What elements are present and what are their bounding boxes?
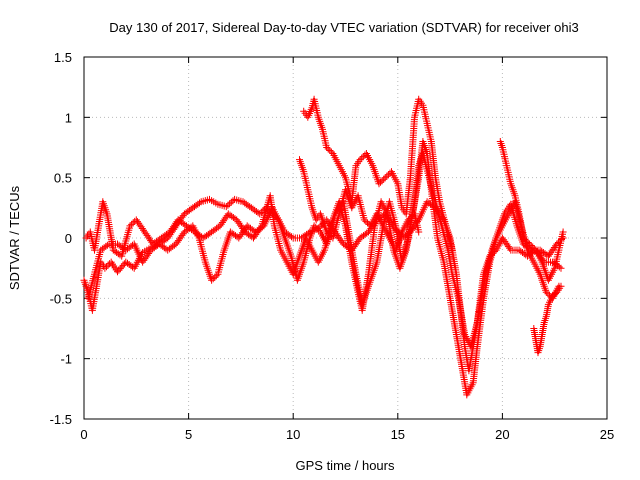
y-tick-label: 1 xyxy=(65,110,72,125)
y-tick-label: 1.5 xyxy=(54,50,72,65)
data-point xyxy=(355,236,363,244)
data-point xyxy=(527,242,535,249)
data-point xyxy=(384,171,392,179)
data-point xyxy=(326,231,334,239)
data-point xyxy=(377,178,384,186)
data-point xyxy=(362,217,370,225)
data-point xyxy=(146,248,154,256)
data-point xyxy=(519,234,527,242)
data-point xyxy=(380,175,388,183)
data-point xyxy=(521,236,529,243)
data-point xyxy=(326,147,334,154)
data-point xyxy=(544,290,552,298)
data-point xyxy=(103,241,111,249)
data-point xyxy=(324,230,332,237)
data-point xyxy=(359,153,367,161)
data-point xyxy=(404,216,412,224)
data-point xyxy=(227,198,235,206)
data-point xyxy=(164,229,172,237)
y-tick-label: -0.5 xyxy=(50,291,72,306)
data-point xyxy=(523,237,530,245)
data-point xyxy=(557,264,565,272)
data-point xyxy=(415,228,423,236)
data-point xyxy=(448,246,456,254)
data-point xyxy=(486,252,494,260)
x-tick-label: 25 xyxy=(600,427,614,442)
data-point xyxy=(222,203,230,211)
data-point xyxy=(288,233,295,241)
data-point xyxy=(231,215,239,223)
data-point xyxy=(224,201,232,209)
data-point xyxy=(358,154,366,162)
data-point xyxy=(542,288,550,296)
x-axis-label: GPS time / hours xyxy=(296,458,395,473)
data-point xyxy=(360,216,368,224)
data-point xyxy=(526,240,534,248)
data-point xyxy=(128,220,136,228)
x-tick-label: 20 xyxy=(495,427,509,442)
data-point xyxy=(338,238,346,246)
data-point xyxy=(324,145,332,153)
x-tick-label: 0 xyxy=(80,427,87,442)
x-tick-label: 10 xyxy=(286,427,300,442)
data-point xyxy=(363,229,371,237)
data-points xyxy=(80,95,567,399)
tick-labels: 0 5 10 15 20 25 1.5 1 0.5 0 -0.5 -1 -1.5 xyxy=(50,50,615,442)
data-point xyxy=(555,263,563,271)
data-point xyxy=(179,230,187,238)
data-point xyxy=(323,228,331,236)
data-point xyxy=(179,212,187,220)
data-point xyxy=(378,177,386,185)
data-point xyxy=(209,275,217,283)
data-point xyxy=(553,240,561,248)
data-point xyxy=(312,223,320,231)
y-tick-label: -1.5 xyxy=(50,412,72,427)
data-point xyxy=(375,180,383,188)
data-point xyxy=(313,225,321,233)
chart-title: Day 130 of 2017, Sidereal Day-to-day VTE… xyxy=(109,20,578,35)
data-point xyxy=(364,219,371,227)
data-point xyxy=(310,222,318,230)
data-point xyxy=(524,239,532,246)
y-tick-label: 0.5 xyxy=(54,171,72,186)
data-point xyxy=(487,251,495,259)
y-tick-label: 0 xyxy=(65,231,72,246)
x-tick-label: 15 xyxy=(391,427,405,442)
data-point xyxy=(226,200,234,208)
data-point xyxy=(383,172,391,180)
y-tick-label: -1 xyxy=(60,352,72,367)
data-point xyxy=(381,174,389,182)
data-point xyxy=(126,222,134,230)
data-point xyxy=(212,272,220,280)
data-point xyxy=(506,244,514,252)
data-point xyxy=(557,282,565,290)
data-point xyxy=(323,144,331,151)
data-point xyxy=(529,243,537,251)
data-point xyxy=(103,263,110,271)
data-point xyxy=(101,264,109,272)
data-point xyxy=(196,199,203,207)
data-point xyxy=(104,261,112,269)
y-axis-label: SDTVAR / TECUs xyxy=(7,185,22,290)
data-point xyxy=(214,223,222,231)
data-point xyxy=(356,156,364,164)
data-point xyxy=(489,249,497,257)
x-tick-label: 5 xyxy=(185,427,192,442)
data-point xyxy=(559,228,567,236)
data-point xyxy=(256,210,264,218)
data-point xyxy=(208,276,216,284)
data-point xyxy=(211,273,219,281)
data-point xyxy=(407,213,415,221)
